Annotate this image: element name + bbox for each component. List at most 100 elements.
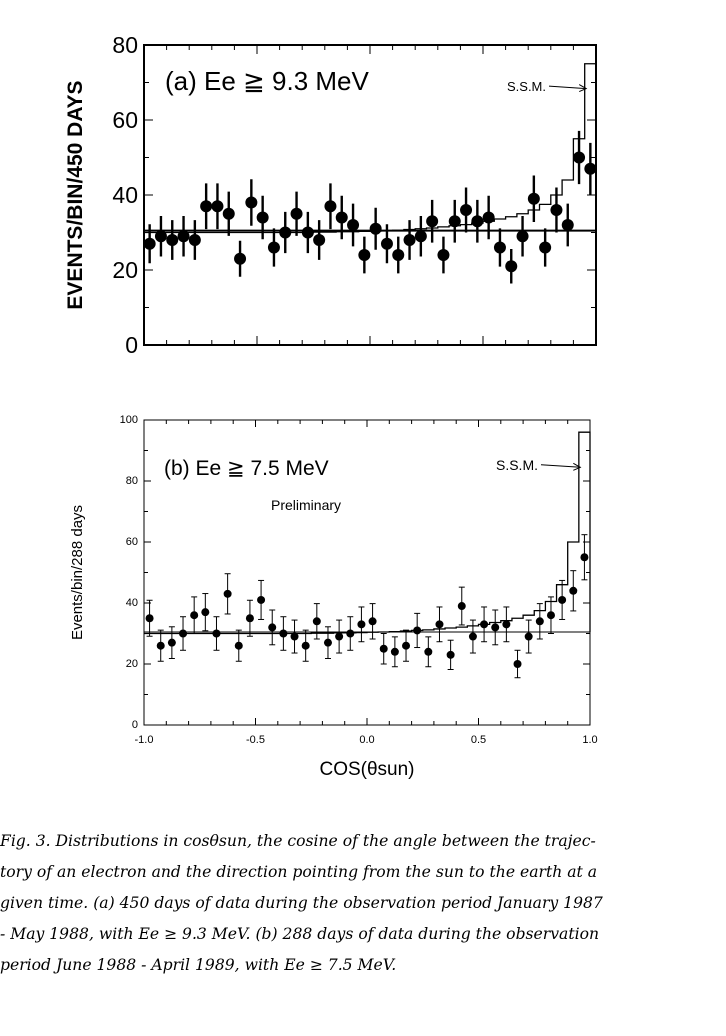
chart-a-data-point bbox=[222, 207, 235, 220]
chart-b-data-point bbox=[446, 650, 455, 659]
chart-a-ssm-arrowhead bbox=[578, 84, 588, 93]
chart-b-data-point bbox=[357, 620, 366, 629]
chart-a-ssm-annotation: S.S.M. bbox=[507, 79, 546, 94]
chart-b-y-tick-label: 100 bbox=[120, 414, 138, 426]
chart-b: 0 20 40 60 80 100 -1.0 -0.5 0.0 0.5 1.0 Events/bin/… bbox=[69, 414, 598, 780]
chart-a-y-tick-label: 60 bbox=[112, 107, 138, 133]
chart-a-data-point bbox=[301, 226, 314, 239]
chart-b-data-point bbox=[424, 647, 433, 656]
chart-a-y-tick-label: 0 bbox=[125, 332, 138, 358]
chart-a-data-point bbox=[279, 226, 292, 239]
chart-b-data-point bbox=[201, 608, 210, 617]
chart-b-data-point bbox=[335, 632, 344, 641]
figure-caption: Fig. 3. Distributions in cosθsun, the co… bbox=[0, 826, 724, 981]
chart-a-data-point bbox=[471, 215, 484, 228]
chart-b-data-point bbox=[190, 611, 199, 620]
chart-a-title: (a) Ee ≧ 9.3 MeV bbox=[165, 66, 370, 96]
chart-a-data-point bbox=[267, 241, 280, 254]
chart-b-data-point bbox=[513, 660, 522, 668]
chart-b-data-point bbox=[245, 614, 254, 623]
chart-b-y-tick-label: 40 bbox=[126, 597, 138, 609]
chart-a-data-point bbox=[527, 192, 540, 205]
chart-b-data-point bbox=[402, 641, 411, 650]
chart-b-y-tick-label: 60 bbox=[126, 536, 138, 548]
caption-line: period June 1988 - April 1989, with Ee ≥… bbox=[0, 956, 397, 974]
chart-a-data-point bbox=[426, 215, 439, 228]
chart-b-data-point bbox=[167, 638, 176, 647]
chart-b-data-point bbox=[502, 620, 511, 629]
chart-b-data-point bbox=[546, 611, 555, 620]
chart-b-x-tick-label: 1.0 bbox=[582, 734, 597, 746]
chart-a-data-point bbox=[188, 234, 201, 246]
chart-b-y-tick-label: 0 bbox=[132, 719, 138, 731]
chart-b-data-point bbox=[390, 647, 399, 656]
chart-b-x-tick-label: 0.0 bbox=[359, 734, 374, 746]
chart-a-data-point bbox=[211, 200, 224, 213]
chart-a-data-point bbox=[256, 211, 269, 224]
chart-a-data-point bbox=[290, 207, 303, 220]
chart-a: 0 20 40 60 80 EVENTS/BIN/450 DAYS (a) Ee ≧ 9.3… bbox=[64, 32, 597, 358]
chart-b-ssm-arrowhead bbox=[573, 462, 582, 471]
chart-a-data-point bbox=[154, 230, 167, 243]
chart-a-data-point bbox=[493, 241, 506, 254]
chart-a-data-point bbox=[414, 230, 427, 243]
chart-b-data-point bbox=[368, 617, 377, 626]
chart-b-data-point bbox=[346, 629, 355, 638]
chart-a-data-point bbox=[313, 234, 326, 246]
chart-b-data-point bbox=[290, 632, 299, 641]
chart-b-data-point bbox=[234, 641, 243, 650]
chart-a-y-tick-label: 80 bbox=[112, 32, 138, 58]
chart-b-data-point bbox=[558, 595, 567, 604]
chart-a-y-tick-label: 20 bbox=[112, 257, 138, 283]
chart-b-data-point bbox=[379, 644, 388, 653]
chart-b-data-point bbox=[301, 641, 310, 650]
chart-b-title: (b) Ee ≧ 7.5 MeV bbox=[164, 457, 329, 480]
chart-b-data-point bbox=[312, 617, 321, 626]
chart-b-data-point bbox=[491, 623, 500, 632]
chart-b-y-tick-label: 20 bbox=[126, 658, 138, 670]
chart-a-data-point bbox=[561, 219, 574, 231]
chart-b-ssm-histogram bbox=[144, 431, 591, 635]
chart-a-data-point bbox=[166, 234, 179, 246]
chart-b-subtitle: Preliminary bbox=[271, 497, 341, 513]
chart-b-data-point bbox=[145, 614, 154, 623]
chart-b-data-point bbox=[468, 632, 477, 641]
chart-a-data-point bbox=[392, 249, 405, 261]
chart-a-data-point bbox=[460, 204, 473, 216]
chart-b-data-point bbox=[223, 589, 232, 598]
chart-a-data-point bbox=[143, 237, 156, 250]
chart-b-data-point bbox=[156, 641, 165, 650]
chart-a-data-point bbox=[550, 204, 563, 216]
chart-a-data-point bbox=[380, 237, 393, 250]
chart-a-data-point bbox=[448, 215, 461, 228]
chart-b-data-point bbox=[435, 620, 444, 629]
chart-a-data-point bbox=[437, 249, 450, 261]
chart-a-data-point bbox=[347, 219, 360, 231]
chart-a-ssm-histogram bbox=[144, 63, 597, 234]
chart-a-data-point bbox=[245, 196, 258, 209]
chart-b-data-point bbox=[535, 617, 544, 626]
chart-b-data-point bbox=[580, 553, 589, 562]
chart-a-y-tick-label: 40 bbox=[112, 182, 138, 208]
chart-b-data-point bbox=[279, 629, 288, 638]
chart-b-ssm-annotation: S.S.M. bbox=[496, 457, 538, 473]
caption-line: tory of an electron and the direction po… bbox=[0, 863, 598, 881]
chart-a-data-point bbox=[505, 260, 518, 273]
chart-a-data-point bbox=[403, 234, 416, 246]
chart-a-data-point bbox=[177, 230, 190, 243]
chart-a-data-point bbox=[539, 241, 552, 254]
chart-a-data-point bbox=[358, 249, 371, 261]
chart-a-data-point bbox=[324, 200, 337, 213]
chart-b-y-tick-label: 80 bbox=[126, 475, 138, 487]
chart-a-data-point bbox=[335, 211, 348, 224]
chart-a-data-point bbox=[234, 252, 247, 265]
chart-a-ssm-arrow bbox=[548, 85, 587, 90]
caption-line: Fig. 3. Distributions in cosθsun, the co… bbox=[0, 832, 596, 850]
chart-b-data-point bbox=[212, 629, 221, 638]
chart-a-y-axis-label: EVENTS/BIN/450 DAYS bbox=[64, 80, 87, 309]
chart-b-data-point bbox=[257, 595, 266, 604]
chart-a-data-point bbox=[573, 151, 586, 164]
chart-b-x-tick-label: 0.5 bbox=[471, 734, 486, 746]
caption-line: - May 1988, with Ee ≥ 9.3 MeV. (b) 288 d… bbox=[0, 925, 600, 943]
chart-b-y-axis-label: Events/bin/288 days bbox=[69, 505, 86, 640]
